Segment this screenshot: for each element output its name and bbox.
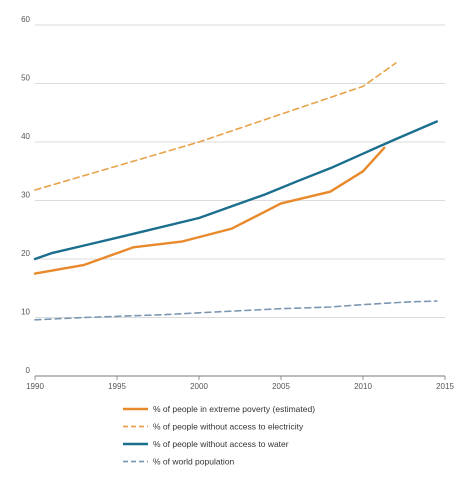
series-line-4	[34, 300, 438, 321]
x-tick-label: 1995	[108, 382, 126, 391]
y-tick-label: 50	[21, 74, 30, 83]
series-line-1	[33, 146, 386, 275]
legend-label: % of world population	[153, 457, 235, 467]
legend: % of people in extreme poverty (estimate…	[123, 404, 315, 467]
x-tick-label: 2010	[354, 382, 372, 391]
y-tick-label: 10	[21, 308, 30, 317]
y-tick-label: 20	[21, 249, 30, 258]
legend-label: % of people without access to electricit…	[153, 422, 304, 432]
y-tick-labels: 0 10 20 30 40 50 60	[21, 15, 30, 375]
y-tick-label: 30	[21, 191, 30, 200]
y-tick-label: 40	[21, 132, 30, 141]
legend-label: % of people without access to water	[153, 439, 289, 449]
legend-label: % of people in extreme poverty (estimate…	[153, 404, 315, 414]
series-line-2	[34, 62, 397, 191]
series-line-3	[33, 120, 438, 261]
x-tick-label: 2005	[272, 382, 290, 391]
series-lines	[33, 62, 438, 321]
y-tick-label: 60	[21, 15, 30, 24]
x-tick-label: 2015	[436, 382, 454, 391]
y-tick-label: 0	[26, 366, 31, 375]
x-tick-label: 2000	[190, 382, 208, 391]
x-tick-labels: 1990 1995 2000 2005 2010 2015	[26, 376, 454, 391]
x-tick-label: 1990	[26, 382, 44, 391]
